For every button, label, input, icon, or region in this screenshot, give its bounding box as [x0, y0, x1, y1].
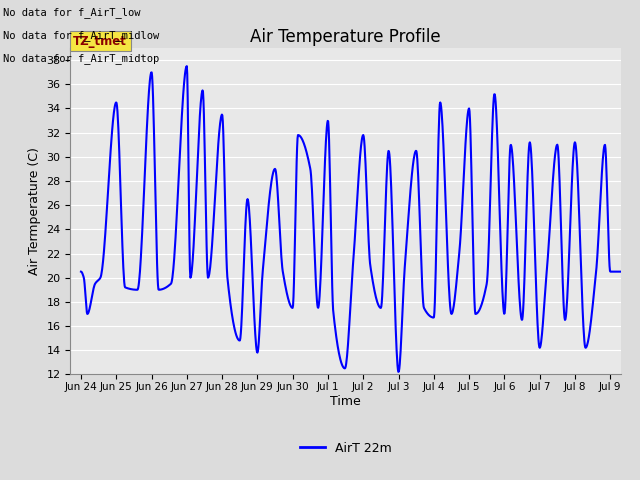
Text: No data for f_AirT_midlow: No data for f_AirT_midlow — [3, 30, 159, 41]
X-axis label: Time: Time — [330, 395, 361, 408]
Y-axis label: Air Termperature (C): Air Termperature (C) — [28, 147, 41, 275]
Text: No data for f_AirT_low: No data for f_AirT_low — [3, 7, 141, 18]
Text: No data for f_AirT_midtop: No data for f_AirT_midtop — [3, 53, 159, 64]
Text: TZ_tmet: TZ_tmet — [73, 35, 127, 48]
Legend: AirT 22m: AirT 22m — [295, 436, 396, 459]
Title: Air Temperature Profile: Air Temperature Profile — [250, 28, 441, 47]
